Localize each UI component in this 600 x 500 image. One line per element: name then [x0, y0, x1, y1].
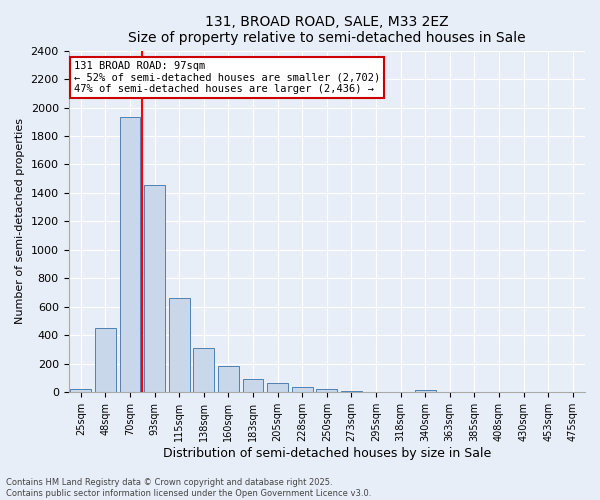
Bar [193, 348, 214, 393]
Bar [144, 185, 165, 392]
Bar [242, 379, 263, 392]
Bar [169, 298, 190, 392]
Y-axis label: Number of semi-detached properties: Number of semi-detached properties [15, 118, 25, 324]
Bar [70, 389, 91, 392]
Bar [119, 118, 140, 392]
Bar [341, 391, 362, 392]
Bar [316, 390, 337, 392]
Text: Contains HM Land Registry data © Crown copyright and database right 2025.
Contai: Contains HM Land Registry data © Crown c… [6, 478, 371, 498]
Bar [218, 366, 239, 392]
Title: 131, BROAD ROAD, SALE, M33 2EZ
Size of property relative to semi-detached houses: 131, BROAD ROAD, SALE, M33 2EZ Size of p… [128, 15, 526, 45]
Text: 131 BROAD ROAD: 97sqm
← 52% of semi-detached houses are smaller (2,702)
47% of s: 131 BROAD ROAD: 97sqm ← 52% of semi-deta… [74, 61, 380, 94]
Bar [267, 383, 288, 392]
Bar [95, 328, 116, 392]
Bar [292, 388, 313, 392]
X-axis label: Distribution of semi-detached houses by size in Sale: Distribution of semi-detached houses by … [163, 447, 491, 460]
Bar [415, 390, 436, 392]
